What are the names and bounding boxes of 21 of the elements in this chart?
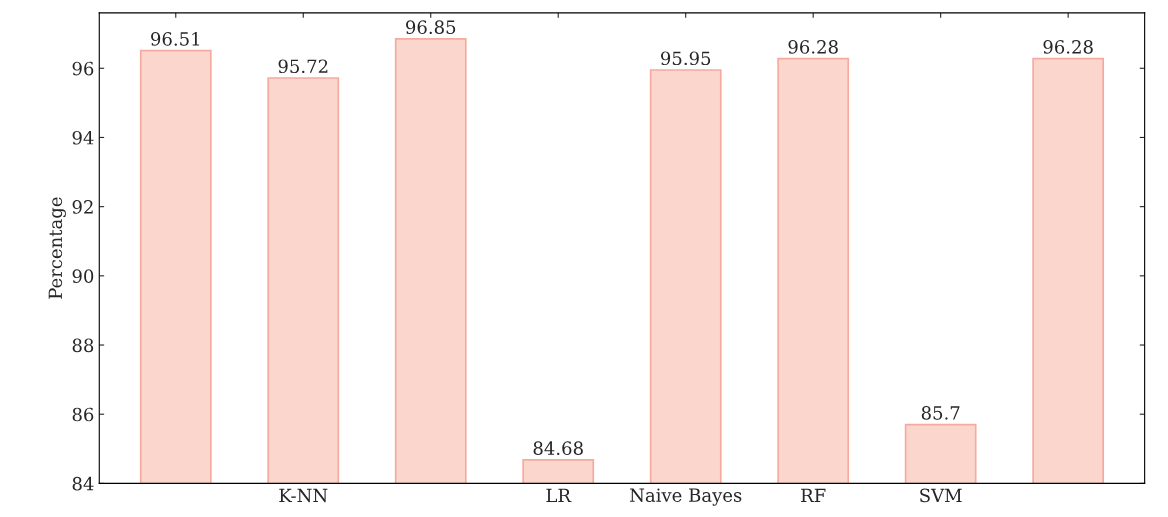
x-tick-label: Naive Bayes xyxy=(630,488,742,506)
data-label: 96.28 xyxy=(788,40,838,54)
y-tick-label: 86 xyxy=(72,407,94,422)
x-tick-label: LR xyxy=(546,488,572,502)
y-tick-label: 96 xyxy=(72,61,94,76)
data-label: 96.28 xyxy=(1043,40,1093,54)
y-tick-label: 92 xyxy=(72,200,93,214)
x-tick-label: SVM xyxy=(920,488,962,503)
y-axis-title: Percentage xyxy=(48,197,66,299)
y-tick-label: 84 xyxy=(72,476,94,491)
data-label: 95.95 xyxy=(660,51,711,66)
x-tick-label: RF xyxy=(801,488,826,502)
y-tick-label: 94 xyxy=(72,130,94,145)
data-label: 96.85 xyxy=(406,20,456,34)
y-tick-label: 88 xyxy=(72,338,94,353)
y-tick-label: 90 xyxy=(72,269,94,283)
x-tick-label: K-NN xyxy=(279,488,328,503)
data-label: 95.72 xyxy=(278,59,328,74)
data-label: 85.7 xyxy=(921,406,960,420)
data-label: 96.51 xyxy=(151,32,200,46)
data-label: 84.68 xyxy=(533,441,583,455)
